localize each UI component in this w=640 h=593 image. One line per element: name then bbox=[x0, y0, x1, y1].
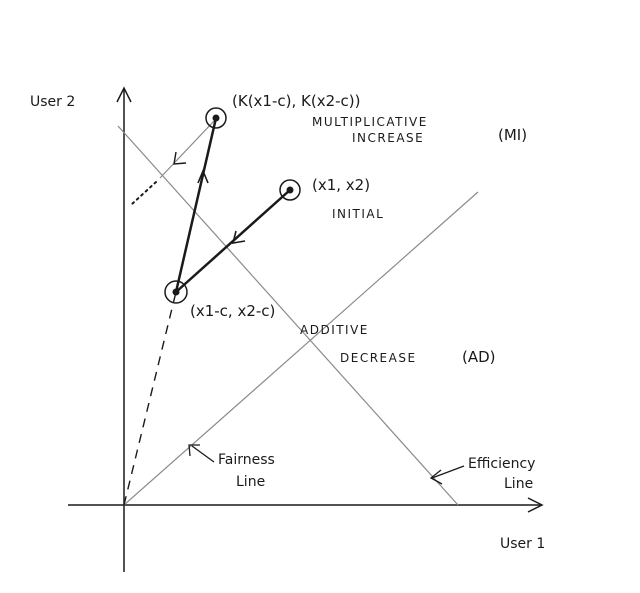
initial-label: INITIAL bbox=[332, 207, 384, 221]
mi-label-line1: MULTIPLICATIVE bbox=[312, 115, 428, 129]
efficiency-line-label-2: Line bbox=[504, 476, 533, 492]
initial-point-marker bbox=[279, 179, 301, 201]
mi-label-line2: INCREASE bbox=[352, 131, 424, 145]
mi-point-coords: (K(x1-c), K(x2-c)) bbox=[232, 92, 360, 110]
multiplicative-increase-path bbox=[174, 117, 218, 293]
fairness-line-label-1: Fairness bbox=[218, 452, 275, 468]
fairness-line-label-2: Line bbox=[236, 474, 265, 490]
origin-ray-dashed bbox=[123, 291, 177, 506]
mi-direction-arrow bbox=[197, 168, 209, 184]
ad-abbr: (AD) bbox=[462, 348, 496, 366]
y-axis-label: User 2 bbox=[30, 94, 75, 110]
ad-direction-arrow bbox=[231, 230, 246, 244]
ad-point-coords: (x1-c, x2-c) bbox=[190, 302, 275, 320]
mi-decrease-path bbox=[159, 120, 215, 179]
x-axis-arrow bbox=[527, 497, 544, 513]
mi-point-marker bbox=[205, 107, 227, 129]
fairness-callout-arrow bbox=[188, 444, 200, 457]
efficiency-line bbox=[117, 125, 459, 506]
mi-decrease-arrow bbox=[173, 151, 187, 165]
dotted-continuation bbox=[131, 181, 157, 205]
efficiency-callout-arrow bbox=[429, 469, 443, 485]
initial-point-coords: (x1, x2) bbox=[312, 176, 370, 194]
ad-point-marker bbox=[164, 280, 188, 304]
mi-abbr: (MI) bbox=[498, 126, 527, 144]
efficiency-callout-line bbox=[431, 465, 465, 479]
ad-label-line1: ADDITIVE bbox=[300, 323, 369, 337]
x-axis-label: User 1 bbox=[500, 536, 545, 552]
efficiency-line-label-1: Efficiency bbox=[468, 456, 535, 472]
ad-label-line2: DECREASE bbox=[340, 351, 417, 365]
fairness-callout-line bbox=[191, 445, 215, 463]
fairness-line bbox=[123, 191, 479, 506]
y-axis-arrow bbox=[116, 86, 132, 103]
